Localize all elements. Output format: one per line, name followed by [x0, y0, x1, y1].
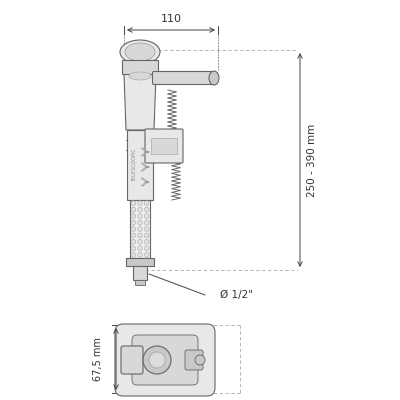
Bar	[127, 130, 153, 200]
Ellipse shape	[131, 201, 136, 206]
Ellipse shape	[131, 214, 136, 218]
Bar	[130, 200, 150, 258]
Polygon shape	[141, 163, 149, 171]
FancyBboxPatch shape	[185, 350, 203, 370]
Ellipse shape	[138, 220, 142, 225]
Ellipse shape	[138, 214, 142, 218]
Ellipse shape	[131, 226, 136, 232]
Ellipse shape	[144, 226, 149, 232]
Ellipse shape	[144, 207, 149, 212]
Ellipse shape	[138, 252, 142, 257]
Ellipse shape	[144, 246, 149, 251]
Ellipse shape	[120, 40, 160, 64]
Ellipse shape	[131, 240, 136, 244]
Bar	[126, 258, 154, 266]
Ellipse shape	[144, 233, 149, 238]
Ellipse shape	[138, 201, 142, 206]
Ellipse shape	[209, 71, 219, 85]
Bar	[135, 280, 145, 285]
Ellipse shape	[138, 226, 142, 232]
Ellipse shape	[131, 252, 136, 257]
Ellipse shape	[144, 220, 149, 225]
Bar	[151, 138, 177, 154]
Ellipse shape	[144, 201, 149, 206]
Text: Ø 1/2": Ø 1/2"	[220, 290, 253, 300]
Bar	[133, 266, 147, 280]
FancyBboxPatch shape	[121, 346, 143, 374]
Circle shape	[149, 352, 165, 368]
Text: 110: 110	[160, 14, 182, 24]
FancyBboxPatch shape	[115, 324, 215, 396]
Text: 67,5 mm: 67,5 mm	[93, 337, 103, 381]
Ellipse shape	[138, 246, 142, 251]
FancyBboxPatch shape	[152, 72, 216, 84]
Circle shape	[143, 346, 171, 374]
Bar	[122, 60, 158, 74]
Ellipse shape	[125, 43, 155, 61]
Polygon shape	[141, 178, 149, 186]
Polygon shape	[124, 74, 156, 130]
Ellipse shape	[138, 207, 142, 212]
Text: 250 - 390 mm: 250 - 390 mm	[307, 123, 317, 197]
Ellipse shape	[144, 252, 149, 257]
Ellipse shape	[144, 240, 149, 244]
Ellipse shape	[138, 240, 142, 244]
Ellipse shape	[144, 214, 149, 218]
Circle shape	[195, 355, 205, 365]
Ellipse shape	[131, 246, 136, 251]
Ellipse shape	[129, 72, 151, 80]
Ellipse shape	[138, 233, 142, 238]
Polygon shape	[141, 148, 149, 156]
Ellipse shape	[131, 220, 136, 225]
Text: TELESCOOPIC: TELESCOOPIC	[132, 148, 138, 182]
Ellipse shape	[131, 207, 136, 212]
FancyBboxPatch shape	[145, 129, 183, 163]
Ellipse shape	[131, 233, 136, 238]
FancyBboxPatch shape	[132, 335, 198, 385]
